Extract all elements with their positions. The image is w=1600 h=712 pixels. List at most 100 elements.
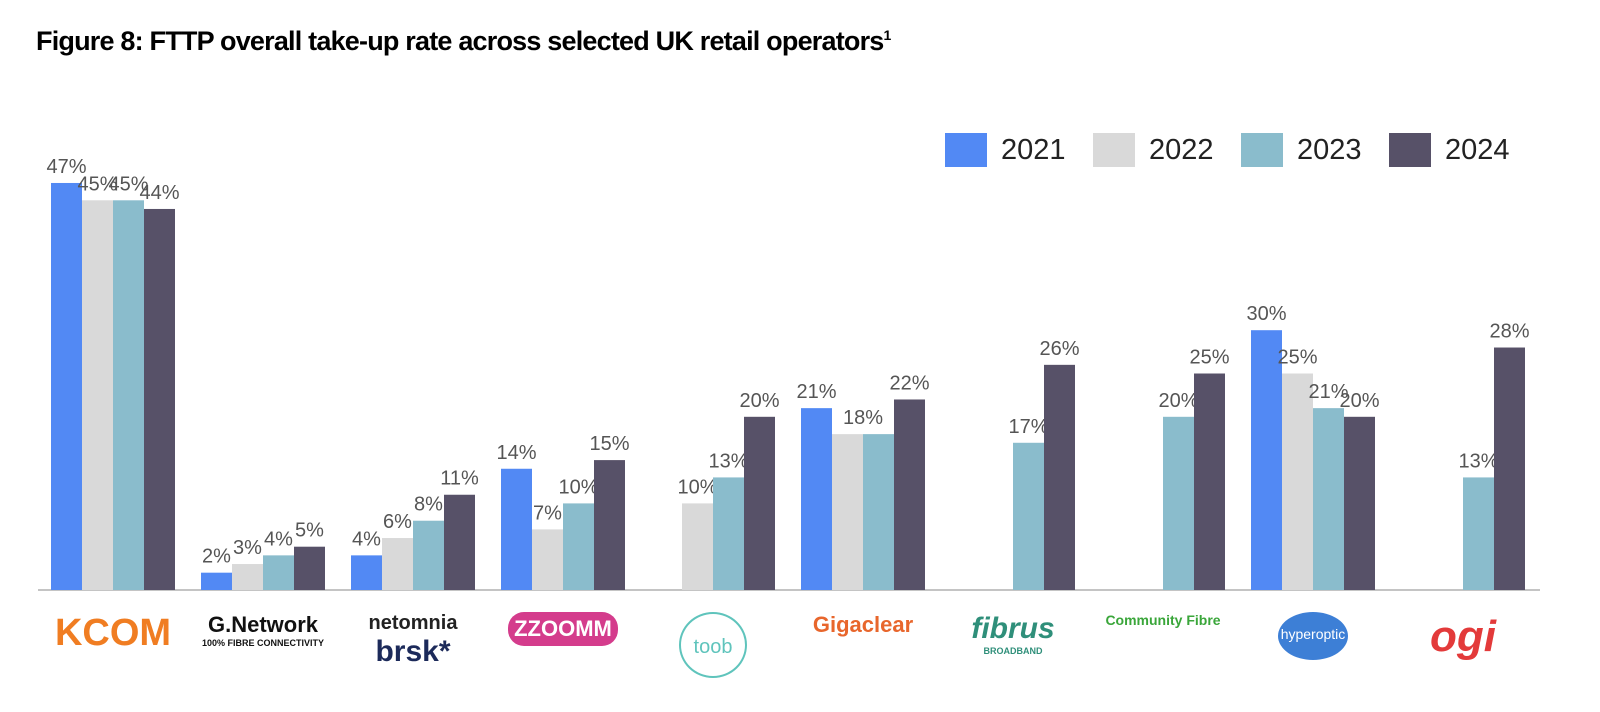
bar-2023-0 <box>113 200 144 591</box>
bar-2024-6 <box>1044 364 1075 590</box>
data-label: 45% <box>108 173 148 195</box>
data-label: 25% <box>1277 347 1317 369</box>
logo-text: toob <box>679 612 747 678</box>
bar-2022-0 <box>82 200 113 591</box>
logo-ogi: ogi <box>1388 612 1538 662</box>
legend-label: 2021 <box>1001 133 1066 166</box>
data-label: 6% <box>383 511 412 533</box>
bar-2021-0 <box>51 182 82 591</box>
logo-text: netomnia <box>368 612 458 634</box>
bar-2022-3 <box>532 529 563 590</box>
data-label: 44% <box>139 182 179 204</box>
logo-subtext: 100% FIBRE CONNECTIVITY <box>201 638 325 648</box>
data-label: 47% <box>46 156 86 178</box>
data-label: 10% <box>558 476 598 498</box>
bar-2024-9 <box>1494 347 1525 590</box>
bar-2023-5 <box>863 434 894 590</box>
bar-2021-1 <box>201 572 232 590</box>
bar-2024-0 <box>144 208 175 590</box>
legend-item-2021: 2021 <box>945 133 1093 167</box>
chart-title: Figure 8: FTTP overall take-up rate acro… <box>36 26 891 57</box>
data-label: 14% <box>496 442 536 464</box>
bar-2024-8 <box>1344 416 1375 590</box>
data-label: 20% <box>1158 390 1198 412</box>
data-label: 26% <box>1039 338 1079 360</box>
bar-2021-8 <box>1251 330 1282 590</box>
bar-2023-4 <box>713 477 744 590</box>
bar-2024-7 <box>1194 373 1225 590</box>
bar-2023-7 <box>1163 416 1194 590</box>
logo-toob: toob <box>638 612 788 678</box>
bar-2022-8 <box>1282 373 1313 590</box>
data-label: 7% <box>533 502 562 524</box>
legend-swatch <box>1241 133 1283 167</box>
logo-fibrus: fibrus BROADBAND <box>938 612 1088 656</box>
data-label: 11% <box>440 468 479 490</box>
data-label: 4% <box>264 528 293 550</box>
bar-2023-3 <box>563 503 594 590</box>
bar-2024-4 <box>744 416 775 590</box>
logo-zzoomm: ZZOOMM <box>488 612 638 646</box>
legend-label: 2023 <box>1297 133 1362 166</box>
bar-2021-2 <box>351 555 382 590</box>
data-label: 30% <box>1246 303 1286 325</box>
data-label: 20% <box>1339 390 1379 412</box>
data-label: 22% <box>889 372 929 394</box>
data-label: 3% <box>233 537 262 559</box>
data-label: 18% <box>843 407 883 429</box>
legend-label: 2022 <box>1149 133 1214 166</box>
logo-subtext: brsk* <box>375 635 451 668</box>
bar-2022-4 <box>682 503 713 590</box>
data-label: 13% <box>1458 450 1498 472</box>
logo-text: fibrus <box>971 612 1055 645</box>
data-label: 21% <box>796 381 836 403</box>
data-label: 4% <box>352 528 381 550</box>
bar-2021-3 <box>501 468 532 590</box>
data-label: 20% <box>739 390 779 412</box>
bar-2023-1 <box>263 555 294 590</box>
data-label: 2% <box>202 546 231 568</box>
logo-text: ogi <box>1430 612 1496 661</box>
logo-community-fibre: Community Fibre <box>1088 612 1238 628</box>
bar-2022-1 <box>232 564 263 590</box>
logo-text: hyperoptic <box>1278 612 1348 660</box>
data-label: 8% <box>414 494 443 516</box>
bar-2022-2 <box>382 538 413 590</box>
logo-hyperoptic: hyperoptic <box>1238 612 1388 660</box>
logo-text: Community Fibre <box>1105 612 1221 628</box>
legend-item-2023: 2023 <box>1241 133 1389 167</box>
data-label: 28% <box>1489 321 1529 343</box>
legend-swatch <box>1093 133 1135 167</box>
legend-item-2024: 2024 <box>1389 133 1537 167</box>
logo-text: KCOM <box>54 612 172 654</box>
bar-2024-5 <box>894 399 925 590</box>
logo-text: Gigaclear <box>812 612 914 637</box>
title-text: Figure 8: FTTP overall take-up rate acro… <box>36 26 884 56</box>
legend-swatch <box>1389 133 1431 167</box>
bar-2023-2 <box>413 520 444 590</box>
logo-netomnia: netomnia brsk* <box>338 612 488 669</box>
logo-kcom: KCOM <box>38 612 188 655</box>
bar-2024-3 <box>594 460 625 590</box>
bar-2024-2 <box>444 494 475 590</box>
logo-gigaclear: Gigaclear <box>788 612 938 638</box>
logo-subtext: BROADBAND <box>983 646 1043 656</box>
data-label: 15% <box>589 433 629 455</box>
data-label: 10% <box>677 476 717 498</box>
bar-2023-6 <box>1013 442 1044 590</box>
bar-2023-8 <box>1313 408 1344 590</box>
title-footnote: 1 <box>883 27 892 43</box>
bar-2024-1 <box>294 546 325 590</box>
legend-swatch <box>945 133 987 167</box>
logo-text: G.Network <box>207 612 319 637</box>
data-label: 17% <box>1008 416 1048 438</box>
data-label: 45% <box>77 173 117 195</box>
data-label: 21% <box>1308 381 1348 403</box>
bar-2021-5 <box>801 408 832 590</box>
logo-g-network: G.Network 100% FIBRE CONNECTIVITY <box>188 612 338 648</box>
legend-label: 2024 <box>1445 133 1510 166</box>
logo-text: ZZOOMM <box>508 612 618 646</box>
legend: 2021 2022 2023 2024 <box>945 133 1537 167</box>
